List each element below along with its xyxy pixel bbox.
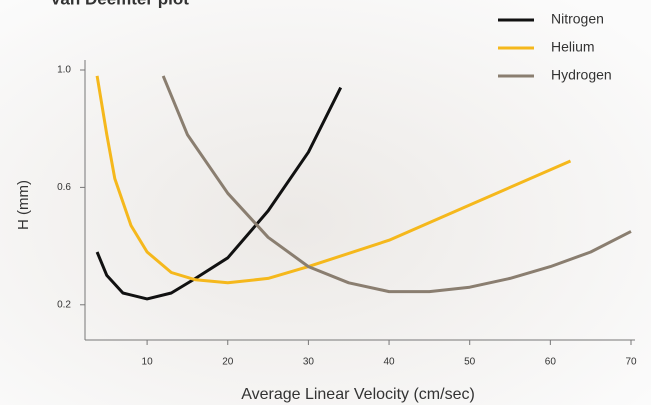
legend-label: Hydrogen [551, 67, 612, 83]
x-tick-label: 10 [142, 357, 154, 368]
x-tick-label: 70 [625, 357, 637, 368]
chart-title: Van Deemter plot [50, 0, 189, 8]
y-tick-label: 0.2 [57, 299, 71, 310]
series-line [95, 75, 572, 285]
y-tick-label: 0.6 [57, 182, 71, 193]
series-line [161, 75, 632, 294]
x-axis-label: Average Linear Velocity (cm/sec) [241, 386, 475, 403]
series-line [95, 86, 343, 301]
x-tick-label: 60 [545, 357, 557, 368]
y-tick-label: 1.0 [57, 65, 71, 76]
x-tick-label: 40 [383, 357, 395, 368]
x-tick-label: 20 [222, 357, 234, 368]
y-axis-label: H (mm) [15, 180, 32, 230]
x-tick-label: 50 [464, 357, 476, 368]
legend-label: Helium [551, 39, 595, 55]
legend-label: Nitrogen [551, 11, 604, 27]
x-tick-label: 30 [303, 357, 315, 368]
